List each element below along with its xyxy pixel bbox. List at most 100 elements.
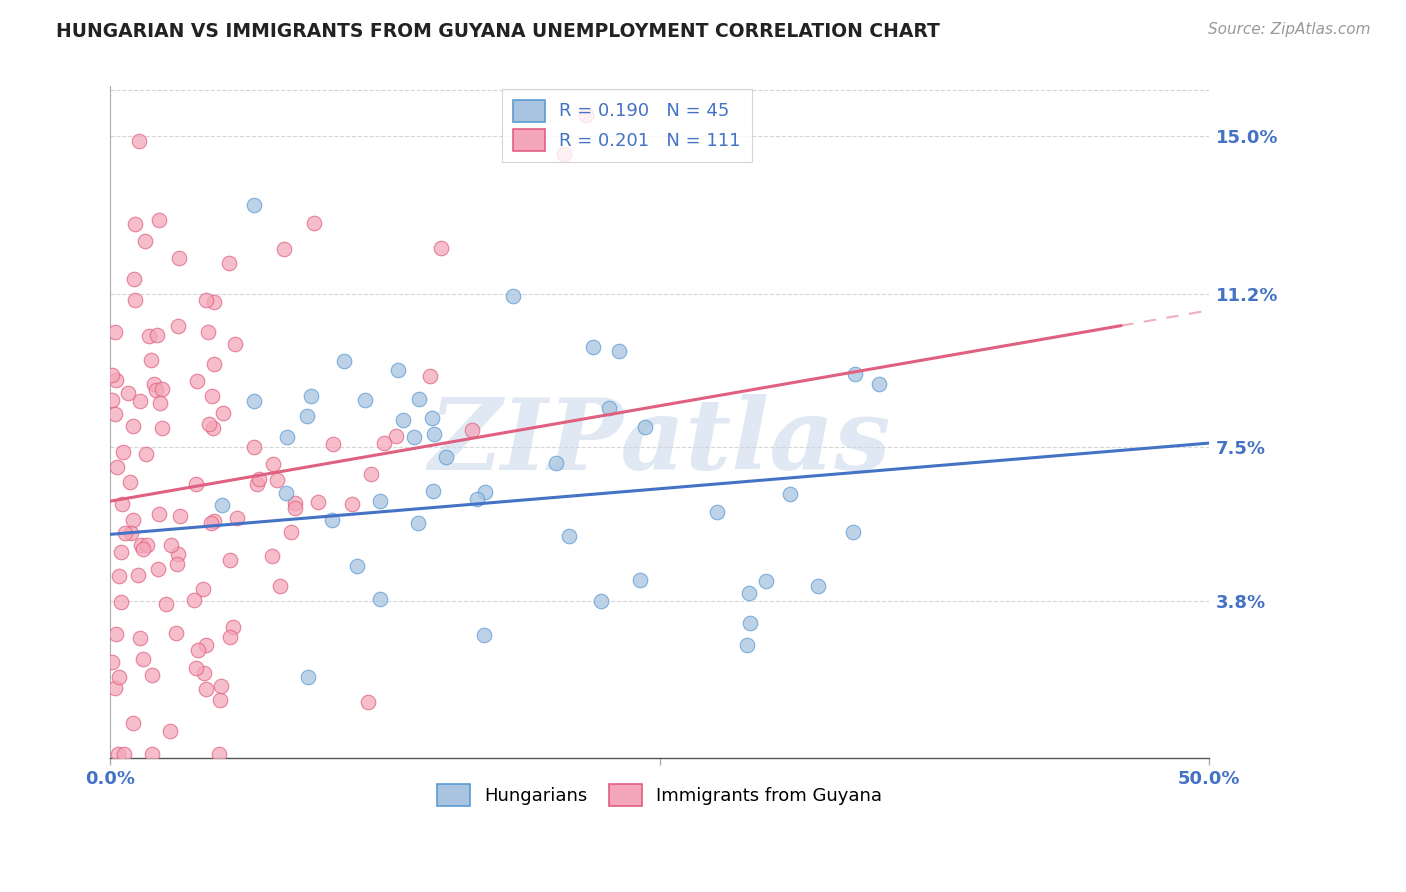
Point <box>740 615 762 630</box>
Point <box>117 386 139 401</box>
Point <box>738 586 761 600</box>
Point <box>474 485 496 500</box>
Point <box>135 538 157 552</box>
Point <box>737 638 759 652</box>
Point <box>195 638 218 652</box>
Point <box>138 328 160 343</box>
Point <box>553 147 575 161</box>
Point <box>755 574 778 588</box>
Point <box>112 747 135 762</box>
Point <box>211 498 233 512</box>
Point <box>208 747 231 762</box>
Point <box>150 382 173 396</box>
Point <box>420 411 443 425</box>
Point <box>135 447 157 461</box>
Point <box>111 497 134 511</box>
Point <box>184 661 207 675</box>
Point <box>103 681 125 695</box>
Point <box>141 667 163 681</box>
Text: Source: ZipAtlas.com: Source: ZipAtlas.com <box>1208 22 1371 37</box>
Point <box>423 427 446 442</box>
Point <box>222 620 245 634</box>
Point <box>195 681 218 696</box>
Point <box>406 516 429 531</box>
Point <box>104 373 127 387</box>
Point <box>142 376 165 391</box>
Point <box>387 363 409 377</box>
Point <box>209 679 232 693</box>
Point <box>212 406 235 420</box>
Point <box>461 423 484 437</box>
Point <box>166 547 188 561</box>
Point <box>193 665 215 680</box>
Point <box>141 747 163 762</box>
Point <box>558 529 581 543</box>
Point <box>159 723 181 738</box>
Point <box>129 537 152 551</box>
Legend: Hungarians, Immigrants from Guyana: Hungarians, Immigrants from Guyana <box>430 777 890 814</box>
Point <box>429 242 451 256</box>
Point <box>575 108 598 122</box>
Point <box>243 198 266 212</box>
Point <box>105 460 128 475</box>
Point <box>322 436 344 450</box>
Point <box>404 430 426 444</box>
Point <box>607 343 630 358</box>
Point <box>276 430 298 444</box>
Point <box>134 234 156 248</box>
Point <box>467 491 489 506</box>
Point <box>105 627 128 641</box>
Point <box>194 293 217 307</box>
Point <box>104 407 127 421</box>
Point <box>598 401 620 415</box>
Point <box>165 626 187 640</box>
Point <box>218 256 240 270</box>
Point <box>121 513 143 527</box>
Point <box>628 573 651 587</box>
Point <box>167 251 190 265</box>
Point <box>146 562 169 576</box>
Point <box>186 374 208 388</box>
Point <box>284 501 307 516</box>
Point <box>307 495 329 509</box>
Point <box>107 747 129 762</box>
Point <box>198 417 221 431</box>
Point <box>204 357 226 371</box>
Point <box>868 377 890 392</box>
Point <box>132 652 155 666</box>
Point <box>333 354 356 368</box>
Point <box>304 216 326 230</box>
Point <box>107 670 129 684</box>
Point <box>269 579 291 593</box>
Point <box>297 670 319 684</box>
Point <box>779 487 801 501</box>
Point <box>191 582 214 596</box>
Point <box>145 327 167 342</box>
Point <box>247 472 270 486</box>
Point <box>155 597 177 611</box>
Point <box>242 394 264 409</box>
Point <box>422 483 444 498</box>
Point <box>262 549 284 564</box>
Point <box>581 340 603 354</box>
Point <box>360 467 382 482</box>
Point <box>368 592 391 607</box>
Point <box>544 456 567 470</box>
Point <box>354 392 377 407</box>
Point <box>224 336 246 351</box>
Point <box>121 419 143 434</box>
Point <box>844 367 866 381</box>
Point <box>127 568 149 582</box>
Point <box>101 368 124 382</box>
Point <box>114 526 136 541</box>
Point <box>408 392 430 407</box>
Text: HUNGARIAN VS IMMIGRANTS FROM GUYANA UNEMPLOYMENT CORRELATION CHART: HUNGARIAN VS IMMIGRANTS FROM GUYANA UNEM… <box>56 22 941 41</box>
Point <box>128 134 150 148</box>
Point <box>634 420 657 434</box>
Point <box>246 476 269 491</box>
Point <box>842 525 865 540</box>
Point <box>301 389 323 403</box>
Point <box>419 368 441 383</box>
Point <box>472 627 495 641</box>
Point <box>120 526 142 541</box>
